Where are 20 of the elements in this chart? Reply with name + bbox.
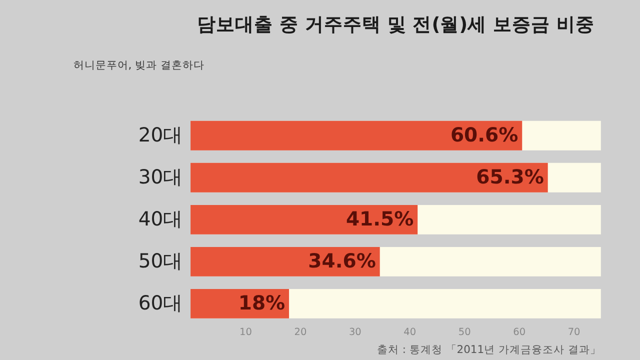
x-tick-label: 70 [568, 326, 580, 338]
data-label: 65.3% [476, 166, 544, 188]
data-label: 34.6% [308, 250, 376, 273]
y-tick-label: 20대 [138, 123, 184, 146]
y-tick-label: 30대 [138, 166, 184, 188]
data-label: 60.6% [450, 123, 518, 146]
x-tick-label: 10 [240, 326, 252, 338]
y-tick-label: 40대 [138, 208, 184, 231]
x-tick-label: 20 [294, 326, 307, 338]
data-label: 18% [238, 292, 286, 315]
x-tick-label: 30 [348, 326, 362, 338]
y-tick-label: 60대 [138, 292, 184, 315]
x-tick-label: 60 [513, 326, 526, 338]
text: 허니문푸어, 빚과 결혼하다 [73, 58, 205, 72]
source-note: 출처 : 통계청 「2011년 가계금융조사 결과」 [376, 343, 601, 356]
x-tick-label: 40 [404, 326, 416, 338]
y-tick-label: 50대 [138, 250, 184, 273]
chart-title: 담보대출 중 거주주택 및 전(월)세 보증금 비중 [196, 14, 595, 36]
data-label: 41.5% [346, 208, 414, 231]
x-tick-label: 50 [458, 326, 471, 338]
